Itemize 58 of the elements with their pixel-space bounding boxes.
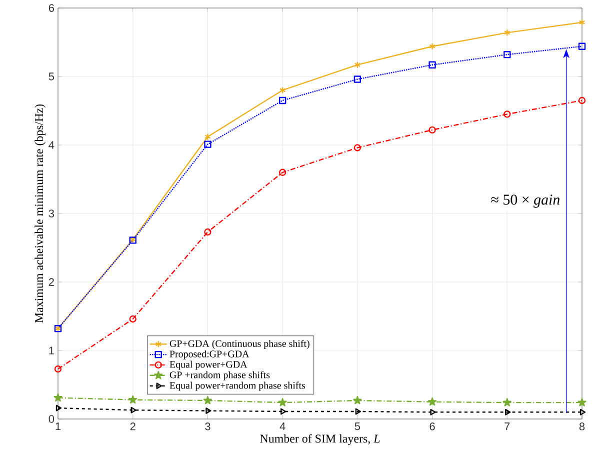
point: [354, 61, 361, 68]
point: [504, 50, 511, 58]
point: [278, 168, 286, 176]
point: [279, 86, 286, 94]
point: [429, 42, 436, 50]
point: [355, 408, 362, 415]
point: [428, 126, 436, 134]
x-tick-label: 7: [504, 422, 510, 430]
x-tick-label: 5: [354, 422, 360, 430]
x-tick-label: 8: [579, 422, 585, 430]
x-tick-label: 6: [430, 422, 435, 430]
point: [502, 398, 512, 406]
point: [206, 408, 212, 414]
point: [129, 315, 136, 323]
legend-label: GP +random phase shifts: [170, 371, 270, 380]
annotation: ≈ 50 × gain: [491, 194, 560, 208]
legend-label: Proposed:GP+GDA: [170, 350, 250, 360]
legend-label: GP+GDA (Continuous phase shift): [170, 340, 310, 349]
point: [56, 404, 62, 412]
point: [354, 76, 362, 83]
point: [578, 42, 586, 50]
point: [278, 96, 286, 104]
y-tick-label: 2: [48, 278, 54, 286]
y-tick-label: 4: [48, 141, 54, 149]
point: [504, 29, 510, 36]
point: [428, 61, 436, 68]
x-tick-label: 3: [205, 422, 210, 430]
point: [578, 398, 586, 406]
y-tick-label: 0: [48, 415, 54, 423]
x-tick-label: 1: [56, 422, 61, 430]
point: [354, 144, 362, 152]
y-axis-title: Maximum acheivable minimum rate (bps/Hz): [34, 104, 46, 323]
x-tick-label: 2: [130, 422, 136, 430]
x-tick-label: 4: [280, 422, 286, 430]
point: [54, 365, 62, 373]
point: [353, 396, 362, 404]
point: [204, 140, 212, 148]
x-axis-title: Number of SIM layers, L: [260, 434, 380, 446]
y-tick-label: 5: [48, 72, 54, 80]
point: [204, 133, 211, 140]
point: [54, 393, 62, 402]
point: [578, 96, 586, 104]
point: [128, 395, 138, 404]
point: [278, 398, 287, 406]
y-tick-label: 6: [48, 4, 54, 12]
legend-label: Equal power+GDA: [170, 360, 248, 370]
y-tick-label: 1: [49, 346, 54, 354]
point: [280, 408, 286, 415]
point: [505, 408, 511, 416]
point: [204, 228, 212, 236]
point: [428, 397, 437, 406]
y-tick-label: 3: [48, 210, 54, 218]
legend-label: Equal power+random phase shifts: [170, 382, 306, 391]
point: [203, 396, 212, 404]
point: [580, 408, 586, 416]
point: [504, 110, 511, 118]
point: [130, 406, 136, 414]
point: [430, 408, 436, 416]
